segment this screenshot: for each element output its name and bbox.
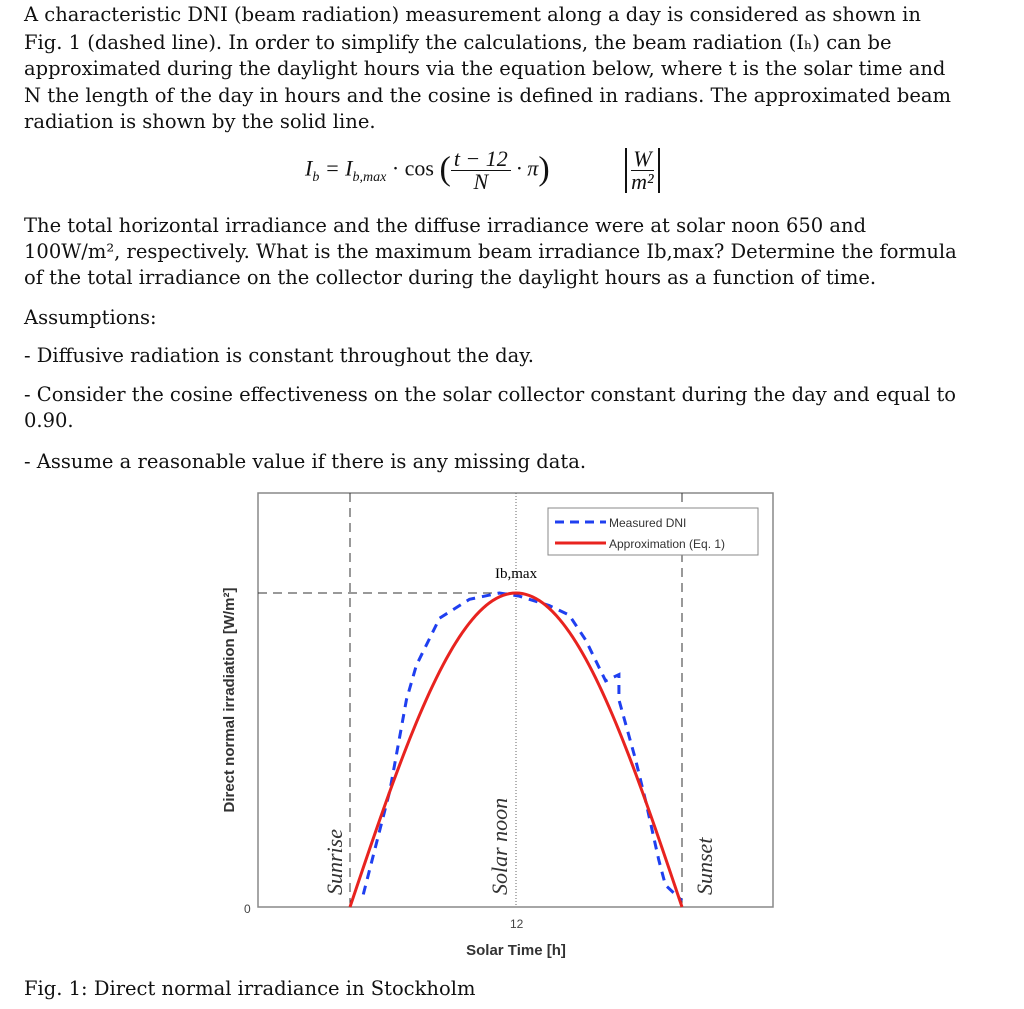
assumptions-title: Assumptions: [24, 306, 157, 329]
text-line: A characteristic DNI (beam radiation) me… [24, 3, 921, 26]
eq-symbol: I [305, 155, 313, 181]
series-approximation [348, 591, 684, 908]
text-line: approximated during the daylight hours v… [24, 57, 946, 80]
eq-cos: · cos [391, 155, 434, 181]
assumption-item: 0.90. [24, 409, 74, 432]
eq-pi: · π [516, 155, 539, 181]
eq-subscript: b,max [352, 169, 387, 185]
text-line: N the length of the day in hours and the… [24, 84, 952, 107]
eq-denominator: N [473, 169, 489, 194]
text-line: 100W/m², respectively. What is the maxim… [24, 240, 957, 263]
x-axis-label: Solar Time [h] [466, 942, 566, 959]
annotation-sunrise: Sunrise [322, 829, 347, 895]
legend-box [547, 507, 759, 556]
y-tick-0: 0 [244, 902, 251, 916]
legend-label-approximation: Approximation (Eq. 1) [609, 537, 725, 551]
y-axis-label: Direct normal irradiation [W/m²] [221, 587, 238, 812]
legend-label-measured: Measured DNI [609, 516, 686, 530]
legend: Measured DNI Approximation (Eq. 1) [547, 507, 759, 556]
annotation-sunset: Sunset [692, 837, 717, 895]
text-line: The total horizontal irradiance and the … [24, 214, 867, 237]
annotation-solar-noon: Solar noon [487, 798, 512, 895]
eq-numerator: t − 12 [450, 148, 511, 171]
x-tick-12: 12 [510, 917, 524, 931]
text-line: radiation is shown by the solid line. [24, 110, 376, 133]
text-line: Fig. 1 (dashed line). In order to simpli… [24, 31, 892, 54]
assumption-item: - Diffusive radiation is constant throug… [24, 344, 534, 367]
figure-caption: Fig. 1: Direct normal irradiance in Stoc… [24, 977, 476, 1000]
assumption-item: - Assume a reasonable value if there is … [24, 450, 587, 473]
eq-subscript: b [312, 169, 320, 185]
text-line: of the total irradiance on the collector… [24, 266, 877, 289]
unit-denominator: m² [631, 169, 654, 194]
series-measured-dni [361, 591, 684, 902]
unit-numerator: W [631, 148, 654, 171]
assumption-item: - Consider the cosine effectiveness on t… [24, 383, 957, 406]
eq-symbol: = I [324, 155, 353, 181]
annotation-ib-max: Ib,max [495, 566, 538, 582]
